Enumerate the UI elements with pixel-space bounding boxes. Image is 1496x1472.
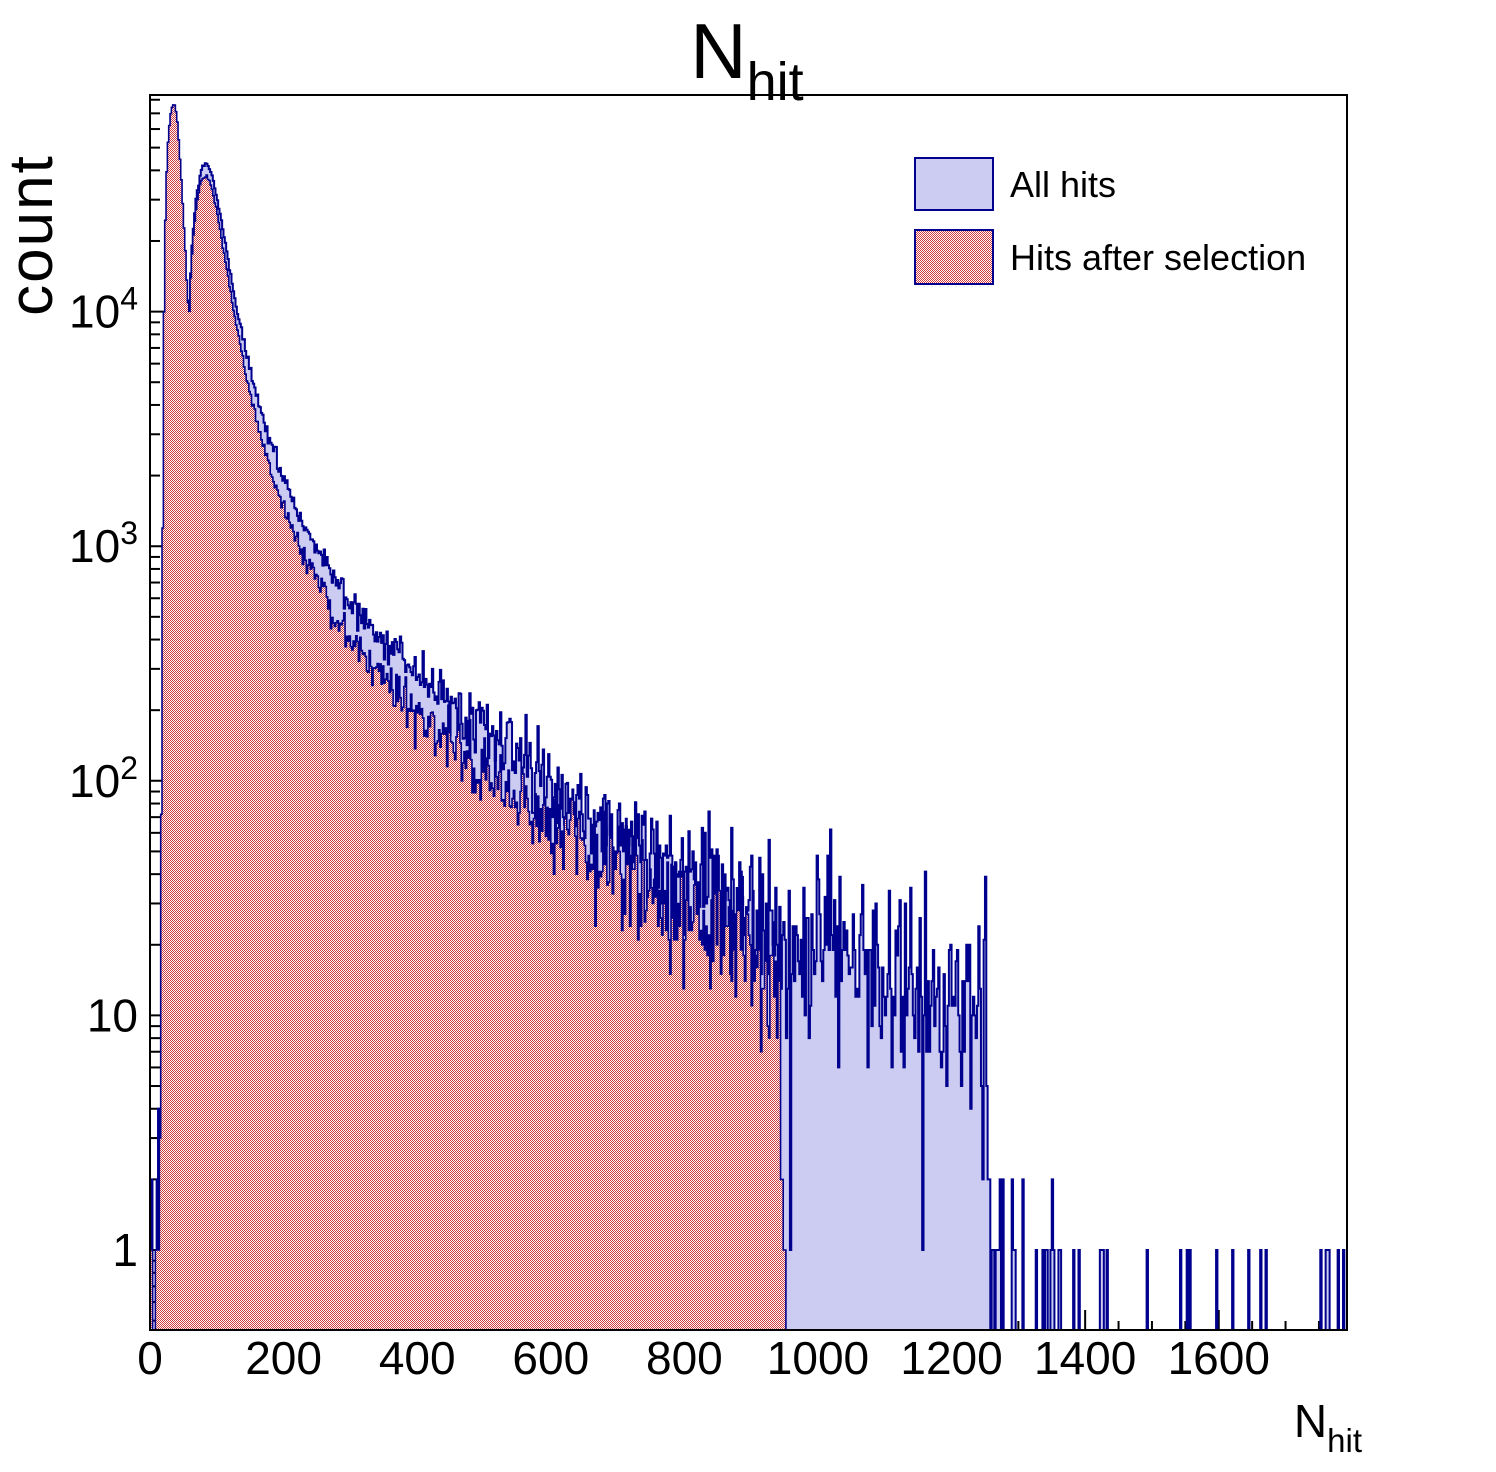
legend: All hits Hits after selection [914,157,1306,285]
legend-label-hits-after-selection: Hits after selection [1010,237,1306,278]
plot-title-main: N [690,7,746,95]
legend-label-all-hits: All hits [1010,164,1116,205]
x-tick-label: 1200 [900,1332,1002,1384]
y-tick-label: 103 [69,515,138,572]
x-tick-label: 400 [379,1332,456,1384]
plot-title: Nhit [690,7,803,112]
plot-frame [149,94,1348,1331]
x-tick-label: 1400 [1034,1332,1136,1384]
x-axis-title-sub: hit [1327,1422,1362,1459]
x-tick-label: 1000 [767,1332,869,1384]
x-tick-label: 0 [137,1332,163,1384]
axis-tick-labels: 0 200 400 600 800 1000 1200 1400 1600 1 10 102 103 10… [69,281,1270,1384]
x-axis-title-main: N [1294,1395,1327,1447]
y-tick-label: 1 [112,1224,138,1276]
legend-swatch-hits-after-selection [914,229,994,285]
x-tick-label: 1600 [1168,1332,1270,1384]
legend-swatch-all-hits [914,157,994,211]
y-axis-title: count [0,154,66,316]
histogram-hits-after-selection [150,104,788,1330]
y-tick-label: 102 [69,750,138,807]
y-tick-label: 10 [87,989,138,1041]
x-axis-title: Nhit [1294,1395,1362,1459]
x-tick-label: 600 [512,1332,589,1384]
x-tick-label: 800 [646,1332,723,1384]
x-tick-label: 200 [245,1332,322,1384]
y-tick-label: 104 [69,281,138,338]
plot-title-sub: hit [747,52,804,112]
